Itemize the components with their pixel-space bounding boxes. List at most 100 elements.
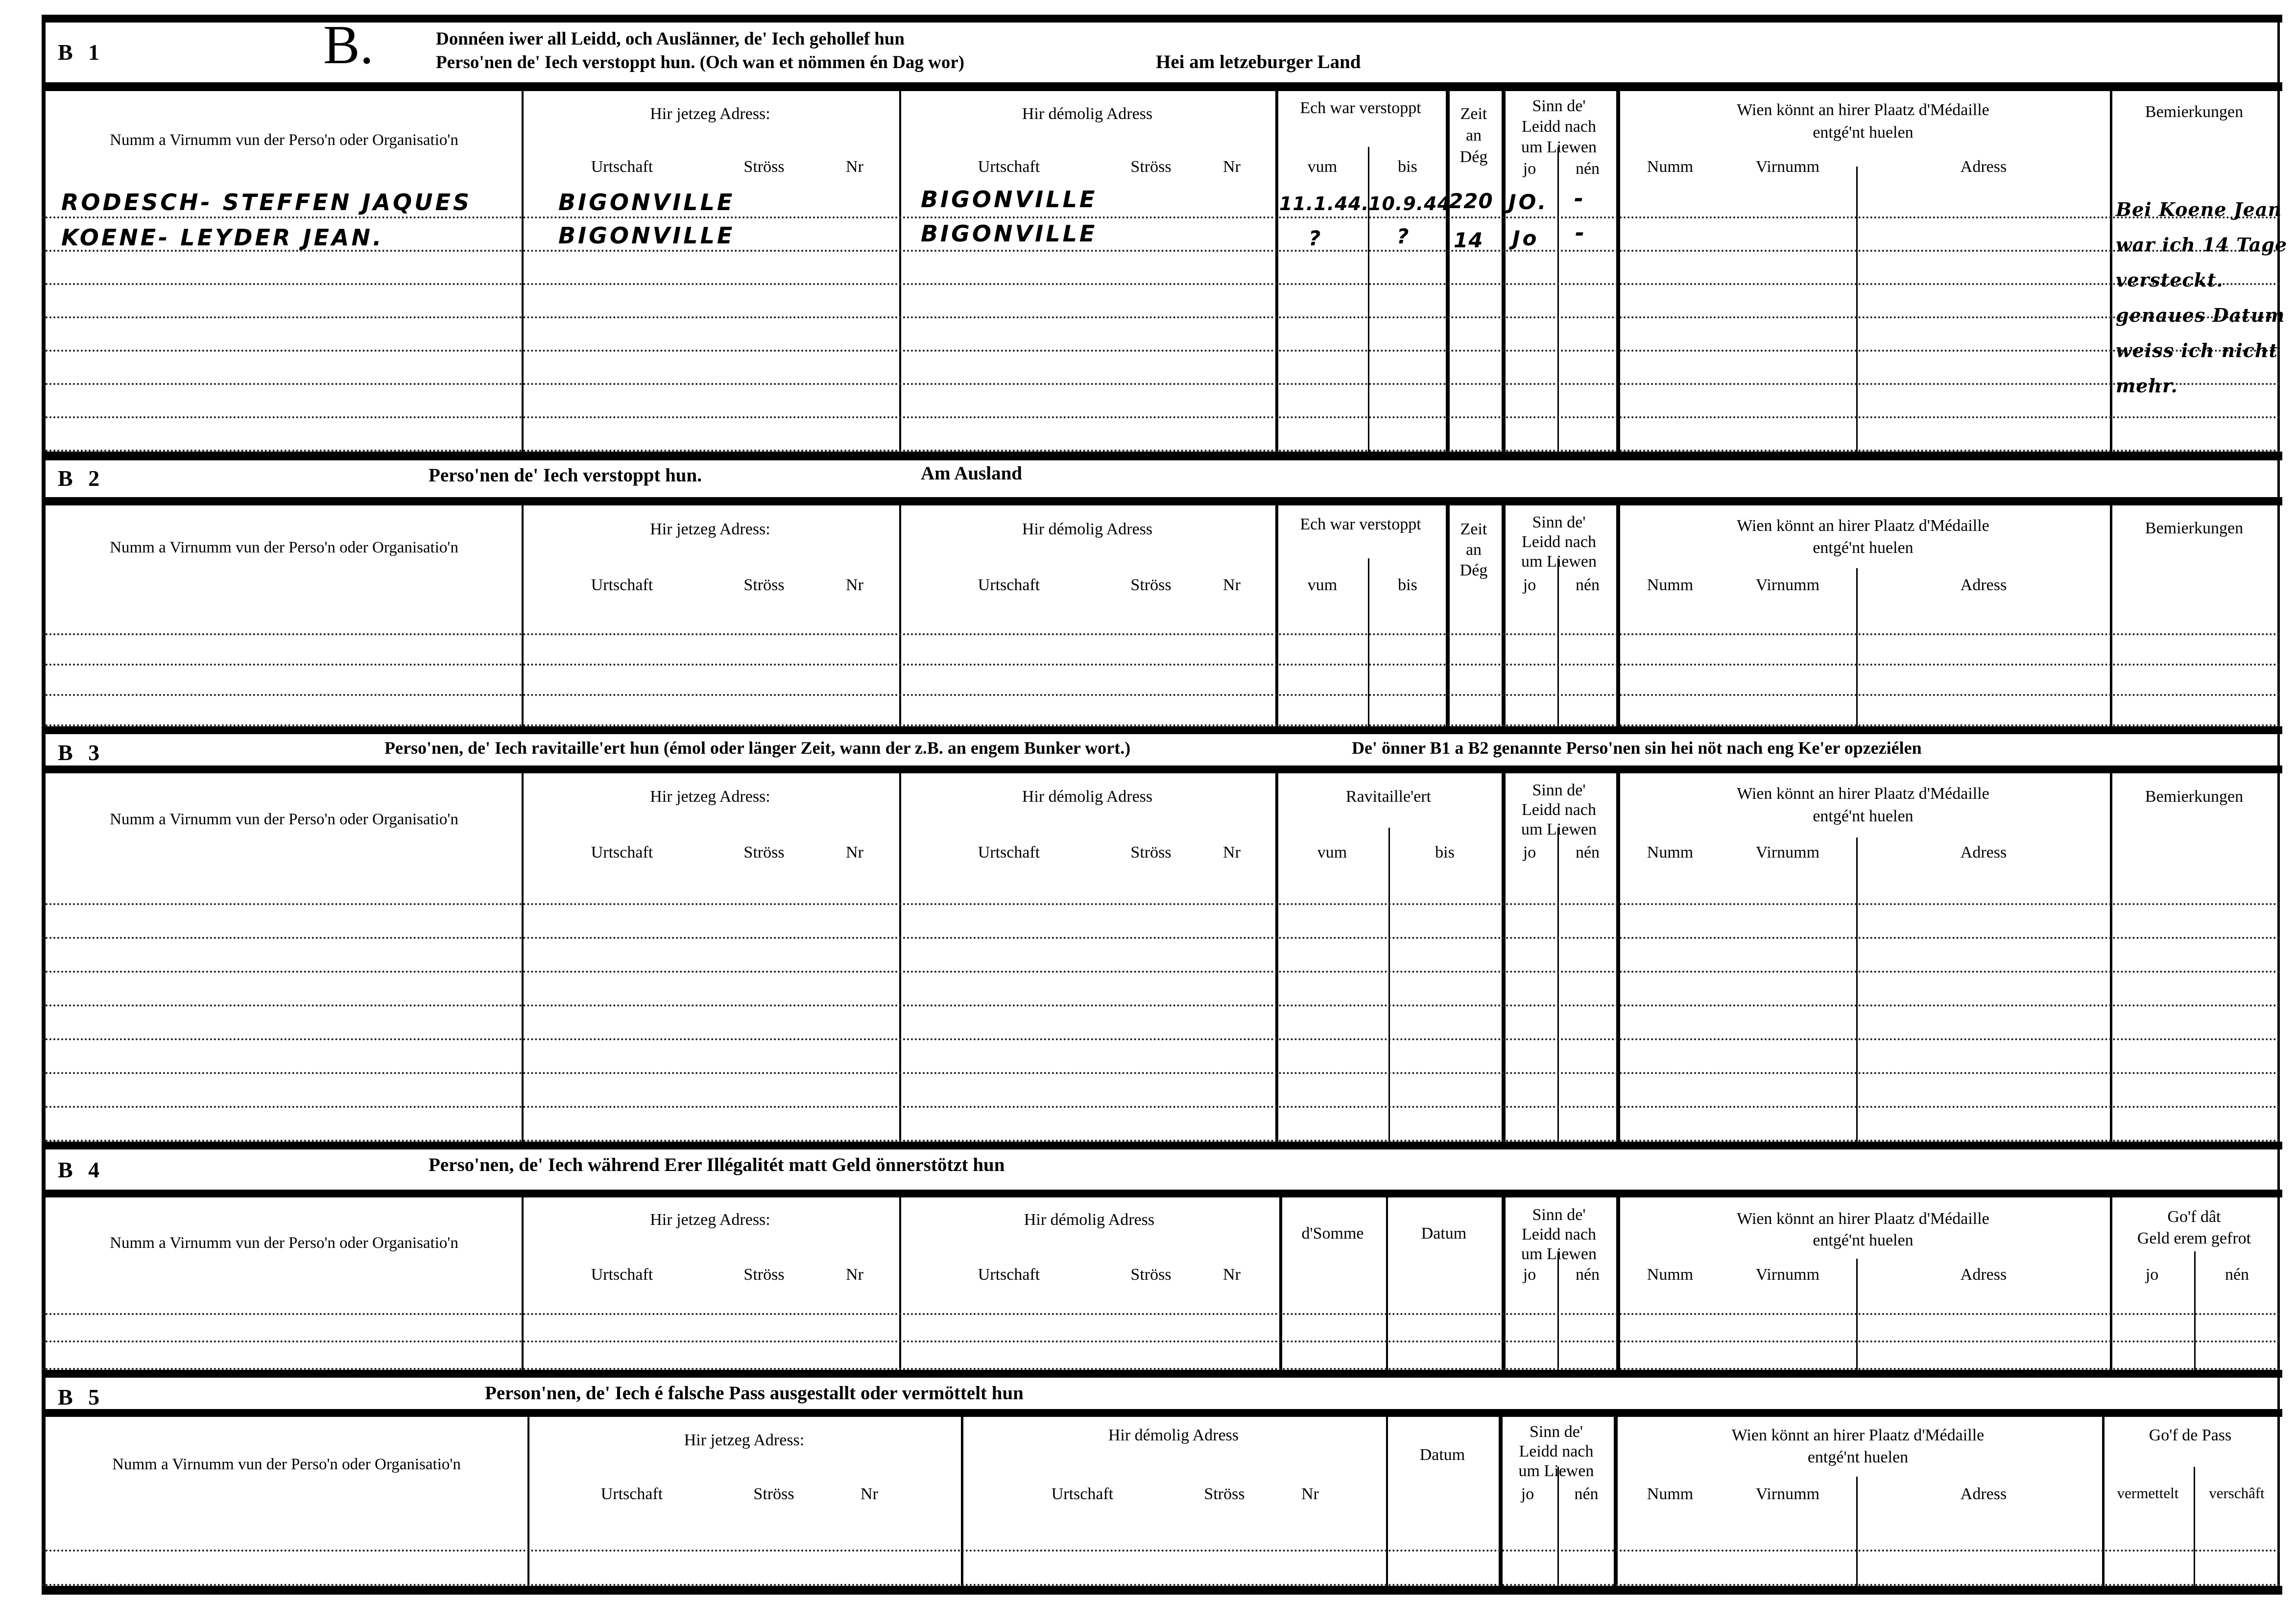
b1-header-urtschaft: Urtschaft bbox=[591, 158, 653, 176]
b3-header-adress: Adress bbox=[1960, 843, 2007, 861]
column-divider bbox=[1616, 1197, 1620, 1370]
b3-title-note: De' önner B1 a B2 genannte Perso'nen sin… bbox=[1352, 738, 1922, 758]
column-divider bbox=[899, 773, 901, 1142]
b1-header-numm: Numm bbox=[1647, 158, 1694, 176]
b4-header-sinn2: Leidd nach bbox=[1522, 1225, 1596, 1243]
column-divider bbox=[899, 91, 901, 452]
b4-header-sinn1: Sinn de' bbox=[1532, 1206, 1586, 1224]
column-divider bbox=[1502, 505, 1506, 726]
column-divider bbox=[1275, 773, 1278, 1142]
dotted-row bbox=[42, 939, 2282, 973]
b1-header-bis: bis bbox=[1398, 158, 1417, 176]
handwritten-name-1: RODESCH- STEFFEN JAQUES bbox=[61, 189, 472, 215]
b3-top-bar bbox=[42, 726, 2282, 734]
b3-header-sinn2: Leidd nach bbox=[1522, 801, 1596, 819]
b2-header-zeit2: an bbox=[1465, 541, 1482, 559]
dotted-row bbox=[42, 1517, 2282, 1552]
b1-header-sinn2: Leidd nach bbox=[1522, 118, 1596, 136]
column-divider bbox=[2110, 91, 2112, 452]
b5-header-datum: Datum bbox=[1419, 1446, 1465, 1464]
column-divider-minor bbox=[1368, 147, 1369, 452]
b4-header-jo: jo bbox=[1523, 1266, 1536, 1284]
b2-header-adress: Adress bbox=[1960, 576, 2007, 594]
handwritten-remark: Bei Koene Jean war ich 14 Tage versteckt… bbox=[2116, 192, 2287, 404]
remark-line: mehr. bbox=[2116, 375, 2178, 397]
handwritten-zeit-2: 14 bbox=[1454, 228, 1483, 252]
column-divider bbox=[1446, 505, 1450, 726]
b3-header-vum: vum bbox=[1317, 843, 1347, 861]
column-divider-minor bbox=[1557, 558, 1559, 726]
dotted-row bbox=[42, 1342, 2282, 1370]
bottom-border-bar bbox=[42, 1586, 2282, 1595]
dotted-row bbox=[42, 635, 2282, 666]
column-divider bbox=[1386, 1417, 1388, 1586]
b4-header-jetzeg: Hir jetzeg Adress: bbox=[650, 1211, 770, 1229]
b2-header-vum: vum bbox=[1307, 576, 1338, 594]
b1-title-location: Hei am letzeburger Land bbox=[1156, 51, 1361, 72]
column-divider bbox=[1386, 1197, 1388, 1370]
b2-header-wien1: Wien könnt an hirer Plaatz d'Médaille bbox=[1737, 517, 1989, 535]
top-border-bar bbox=[42, 15, 2282, 23]
handwritten-vum-2: ? bbox=[1309, 226, 1323, 250]
column-divider-minor bbox=[1368, 558, 1369, 726]
b3-header-urtschaft: Urtschaft bbox=[591, 843, 653, 861]
dotted-row bbox=[42, 696, 2282, 726]
b2-section-code: B 2 bbox=[58, 466, 105, 491]
b3-body bbox=[42, 871, 2282, 1142]
b4-header-virnumm: Virnumm bbox=[1755, 1266, 1820, 1284]
b1-header-wien2: entgé'nt huelen bbox=[1813, 123, 1913, 142]
b2-header-numm: Numm bbox=[1647, 576, 1694, 594]
b3-header-virnumm: Virnumm bbox=[1755, 843, 1820, 861]
b3-header-nr: Nr bbox=[846, 843, 863, 861]
b5-header-name: Numm a Virnumm vun der Perso'n oder Orga… bbox=[112, 1456, 461, 1473]
b1-header-bem: Bemierkungen bbox=[2145, 103, 2244, 121]
dotted-row bbox=[42, 1315, 2282, 1342]
b5-header-demolig: Hir démolig Adress bbox=[1108, 1426, 1239, 1444]
b3-header-nr2: Nr bbox=[1223, 843, 1241, 861]
dotted-row bbox=[42, 1108, 2282, 1142]
handwritten-demolig-2: BIGONVILLE bbox=[921, 220, 1098, 247]
b3-header-bis: bis bbox=[1435, 843, 1455, 861]
column-divider bbox=[2110, 505, 2112, 726]
b4-header-urtschaft2: Urtschaft bbox=[978, 1266, 1040, 1284]
dotted-row bbox=[42, 385, 2282, 418]
b4-header-nr: Nr bbox=[846, 1266, 863, 1284]
b4-header-urtschaft: Urtschaft bbox=[591, 1266, 653, 1284]
b1-header-stross2: Ströss bbox=[1130, 158, 1172, 176]
b5-header-sinn3: um Liewen bbox=[1518, 1462, 1594, 1480]
b5-header-nr: Nr bbox=[861, 1485, 878, 1503]
column-divider-minor bbox=[1557, 1467, 1559, 1586]
b1-header-zeit2: an bbox=[1465, 126, 1482, 144]
b4-header-adress: Adress bbox=[1960, 1266, 2007, 1284]
handwritten-jetzeg-1: BIGONVILLE bbox=[558, 189, 735, 215]
b2-header-verstoppt: Ech war verstoppt bbox=[1300, 515, 1421, 533]
column-divider-minor bbox=[1388, 828, 1390, 1142]
b3-header-numm: Numm bbox=[1647, 843, 1694, 861]
column-divider bbox=[1616, 505, 1620, 726]
column-divider-minor bbox=[1557, 147, 1559, 452]
b2-header-wien2: entgé'nt huelen bbox=[1813, 539, 1913, 557]
column-divider-minor bbox=[1856, 167, 1858, 452]
b3-header-top-bar bbox=[42, 765, 2282, 773]
dotted-row bbox=[42, 1552, 2282, 1586]
column-divider bbox=[899, 505, 901, 726]
b4-header-gof2: Geld erem gefrot bbox=[2137, 1229, 2251, 1247]
column-divider-minor bbox=[2194, 1251, 2196, 1370]
b5-header-top-bar bbox=[42, 1409, 2282, 1417]
column-divider bbox=[522, 773, 524, 1142]
column-divider bbox=[522, 91, 524, 452]
b5-header-jetzeg: Hir jetzeg Adress: bbox=[684, 1431, 805, 1449]
handwritten-nen-2: - bbox=[1575, 219, 1587, 246]
b1-big-letter: B. bbox=[323, 15, 374, 75]
remark-line: genaues Datum bbox=[2116, 304, 2285, 326]
b4-header-sinn3: um Liewen bbox=[1521, 1245, 1597, 1263]
b2-header-zeit3: Dég bbox=[1459, 561, 1488, 579]
b1-header-name: Numm a Virnumm vun der Perso'n oder Orga… bbox=[110, 131, 458, 149]
b2-header-virnumm: Virnumm bbox=[1755, 576, 1820, 594]
dotted-row bbox=[42, 218, 2282, 252]
b1-header-wien1: Wien könnt an hirer Plaatz d'Médaille bbox=[1737, 101, 1989, 119]
b1-header-zeit1: Zeit bbox=[1460, 105, 1487, 123]
b5-header-nr2: Nr bbox=[1301, 1485, 1319, 1503]
b1-header-nr: Nr bbox=[846, 158, 863, 176]
